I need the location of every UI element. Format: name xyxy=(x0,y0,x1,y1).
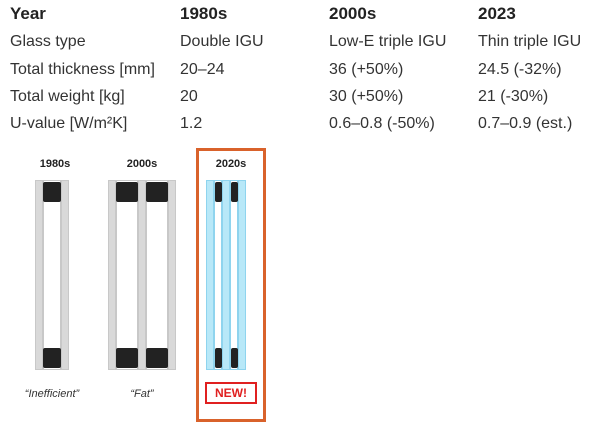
bottom-spacer xyxy=(215,348,222,368)
glass-pane xyxy=(222,180,230,370)
cell-1980s: 1.2 xyxy=(180,115,203,132)
cell-2023: 24.5 (-32%) xyxy=(478,61,562,78)
header-1980s: 1980s xyxy=(180,4,228,23)
air-gap xyxy=(214,180,222,370)
cell-2000s: 0.6–0.8 (-50%) xyxy=(329,115,435,132)
table-row: Total thickness [mm] 20–24 36 (+50%) 24.… xyxy=(0,57,600,83)
cell-2000s: 36 (+50%) xyxy=(329,61,404,78)
top-spacer xyxy=(43,182,61,202)
bottom-spacer xyxy=(116,348,138,368)
caption-inefficient: “Inefficient” xyxy=(24,388,80,400)
air-gap xyxy=(43,180,61,370)
caption-fat: “Fat” xyxy=(130,388,154,400)
glass-pane xyxy=(168,180,176,370)
glass-pane xyxy=(35,180,43,370)
bottom-spacer xyxy=(43,348,61,368)
new-highlight-frame xyxy=(196,148,266,422)
glass-pane xyxy=(238,180,246,370)
row-label: Total thickness [mm] xyxy=(10,61,155,78)
header-year: Year xyxy=(10,4,46,23)
cell-2000s: 30 (+50%) xyxy=(329,88,404,105)
table-row: U-value [W/m²K] 1.2 0.6–0.8 (-50%) 0.7–0… xyxy=(0,111,600,137)
glass-pane xyxy=(206,180,214,370)
top-spacer xyxy=(215,182,222,202)
top-spacer xyxy=(116,182,138,202)
glass-pane xyxy=(61,180,69,370)
table-row: Glass type Double IGU Low-E triple IGU T… xyxy=(0,29,600,55)
glass-pane xyxy=(138,180,146,370)
air-gap xyxy=(116,180,138,370)
air-gap xyxy=(230,180,238,370)
window-cross-section-diagram: 1980s “Inefficient” 2000s “Fat” 2020s NE… xyxy=(0,148,300,426)
cell-2023: 0.7–0.9 (est.) xyxy=(478,115,573,132)
row-label: U-value [W/m²K] xyxy=(10,115,128,132)
cell-2023: 21 (-30%) xyxy=(478,88,549,105)
bottom-spacer xyxy=(231,348,238,368)
cell-1980s: 20–24 xyxy=(180,61,225,78)
table-row: Total weight [kg] 20 30 (+50%) 21 (-30%) xyxy=(0,84,600,110)
cell-2023: Thin triple IGU xyxy=(478,33,582,50)
window-label-2020s: 2020s xyxy=(215,158,247,170)
air-gap xyxy=(146,180,168,370)
header-2023: 2023 xyxy=(478,4,516,23)
header-2000s: 2000s xyxy=(329,4,377,23)
row-label: Total weight [kg] xyxy=(10,88,125,105)
top-spacer xyxy=(146,182,168,202)
bottom-spacer xyxy=(146,348,168,368)
cell-2000s: Low-E triple IGU xyxy=(329,33,447,50)
cell-1980s: Double IGU xyxy=(180,33,264,50)
cell-1980s: 20 xyxy=(180,88,198,105)
top-spacer xyxy=(231,182,238,202)
row-label: Glass type xyxy=(10,33,86,50)
window-label-2000s: 2000s xyxy=(126,158,158,170)
glass-pane xyxy=(108,180,116,370)
table-header-row: Year 1980s 2000s 2023 xyxy=(0,1,600,27)
window-label-1980s: 1980s xyxy=(39,158,71,170)
new-badge: NEW! xyxy=(205,382,257,404)
